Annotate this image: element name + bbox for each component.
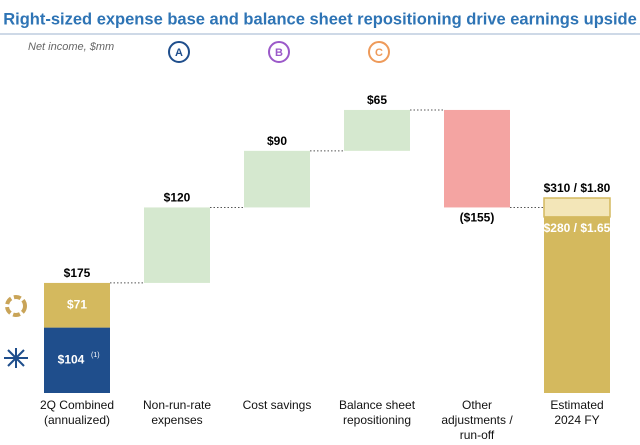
marker-circle <box>168 41 190 63</box>
marker-circle <box>268 41 290 63</box>
value-label: $310 / $1.80 <box>544 181 611 195</box>
x-tick-label: 2Q Combined (annualized) <box>39 398 115 427</box>
logo-star <box>4 348 28 368</box>
marker-circle <box>368 41 390 63</box>
x-tick-label: Balance sheet repositioning <box>338 398 416 427</box>
marker-label: C <box>375 47 383 59</box>
value-label: $280 / $1.65 <box>544 221 611 235</box>
subtitle: Net income, $mm <box>28 41 114 53</box>
marker-label: A <box>175 47 183 59</box>
total-label: $175 <box>64 266 91 280</box>
bar <box>144 207 210 283</box>
bar <box>344 109 410 151</box>
bar <box>244 150 310 208</box>
marker-label: B <box>275 47 283 59</box>
bar-segment <box>44 282 110 328</box>
x-tick-label: Non-run-rate expenses <box>142 398 212 427</box>
segment-label: $71 <box>67 297 87 311</box>
value-label: $65 <box>367 93 387 107</box>
x-tick-label: Other adjustments / run-off <box>441 398 513 442</box>
logo-ring <box>5 295 27 317</box>
chart-title: Right-sized expense base and balance she… <box>3 10 637 28</box>
bar <box>544 216 610 393</box>
x-tick-label: Estimated 2024 FY <box>550 398 604 427</box>
bar <box>444 109 510 208</box>
footnote: (1) <box>91 352 100 359</box>
bar-upside <box>543 197 611 218</box>
value-label: $90 <box>267 134 287 148</box>
bar-segment <box>44 327 110 393</box>
value-label: $120 <box>164 191 191 205</box>
segment-label: $104 <box>58 352 85 366</box>
value-label: ($155) <box>460 211 495 225</box>
x-tick-label: Cost savings <box>242 398 312 412</box>
